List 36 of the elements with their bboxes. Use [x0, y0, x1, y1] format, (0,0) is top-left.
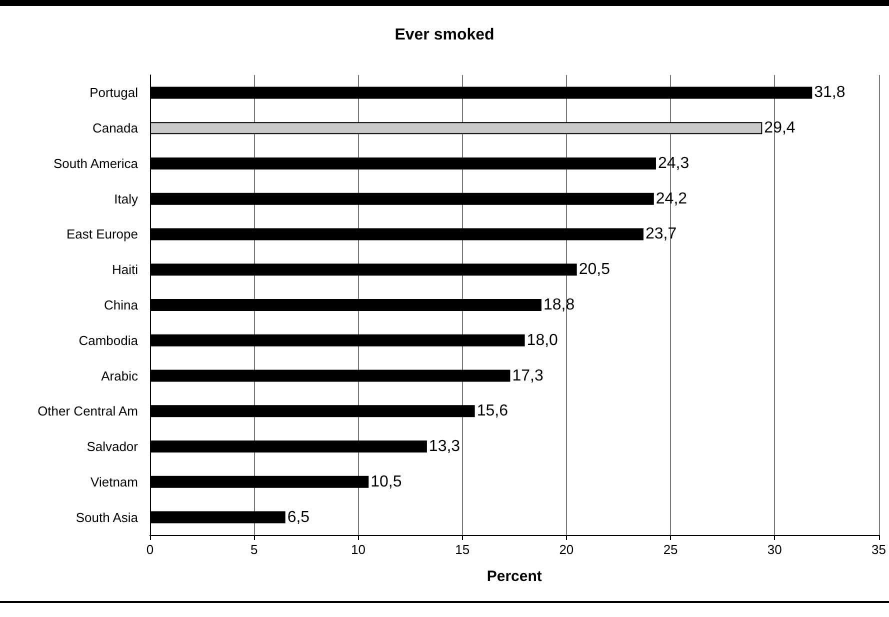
- y-tick-label: Haiti: [112, 262, 138, 278]
- x-tick-label: 35: [872, 542, 886, 557]
- x-tick-label: 10: [350, 542, 366, 557]
- y-tick-label: Arabic: [101, 368, 138, 384]
- y-tick-label: Portugal: [90, 85, 138, 100]
- y-tick-label: East Europe: [66, 226, 138, 242]
- y-tick-label: Italy: [114, 191, 138, 206]
- data-label: 24,3: [658, 154, 690, 172]
- data-label: 18,8: [543, 296, 575, 314]
- y-tick-label: Salvador: [86, 439, 139, 454]
- data-label: 17,3: [512, 367, 544, 384]
- data-label: 23,7: [645, 226, 677, 243]
- x-tick-label: 5: [250, 542, 258, 557]
- data-label: 13,3: [428, 438, 460, 456]
- chart-title: Ever smoked: [394, 26, 494, 44]
- x-tick-label: 0: [146, 542, 154, 557]
- x-tick-label: 30: [767, 542, 782, 557]
- data-label: 24,2: [656, 190, 688, 208]
- data-label: 20,5: [578, 261, 610, 278]
- y-tick-label: South America: [53, 156, 139, 171]
- data-label: 31,8: [814, 84, 846, 102]
- y-tick-label: Cambodia: [78, 332, 139, 348]
- y-tick-label: Other Central Am: [38, 404, 138, 419]
- x-tick-label: 15: [455, 542, 470, 557]
- y-tick-label: Vietnam: [90, 474, 138, 490]
- x-axis-title: Percent: [486, 568, 542, 585]
- y-tick-label: South Asia: [76, 510, 139, 525]
- data-label: 6,5: [287, 508, 310, 526]
- y-tick-label: Canada: [92, 120, 139, 136]
- x-tick-label: 25: [663, 542, 678, 557]
- x-tick-label: 20: [559, 542, 574, 557]
- data-label: 18,0: [526, 332, 558, 349]
- data-label: 10,5: [370, 473, 402, 490]
- data-label: 15,6: [476, 402, 508, 420]
- y-tick-label: China: [104, 298, 139, 312]
- data-label: 29,4: [764, 120, 796, 137]
